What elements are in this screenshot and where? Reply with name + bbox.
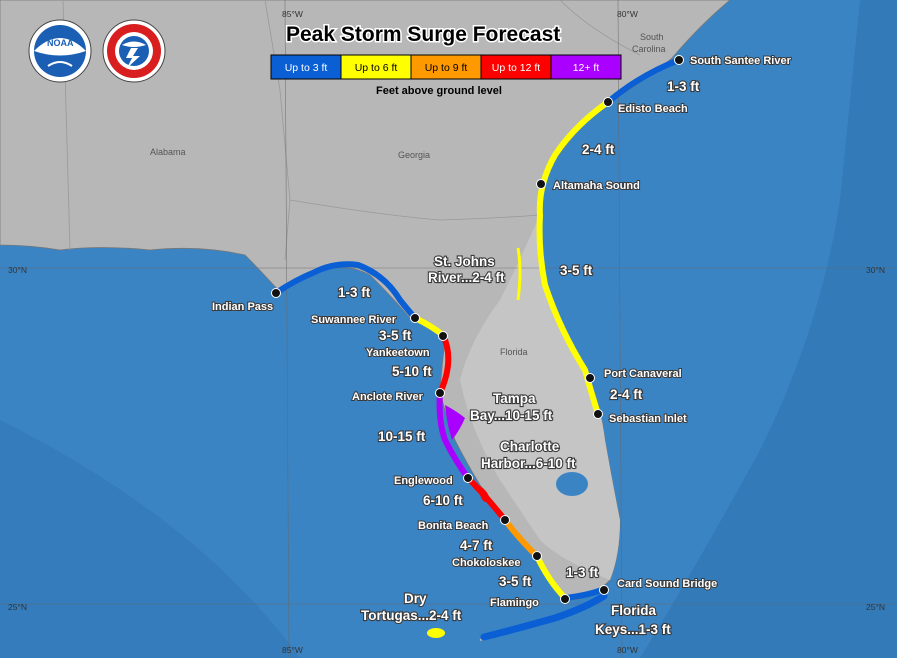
point-south-santee <box>674 55 684 65</box>
lat-label-25-right: 25°N <box>866 602 885 612</box>
surge-label-bonita: 4-7 ft <box>460 538 493 553</box>
lon-label-85: 85°W <box>282 9 303 19</box>
lat-label-25: 25°N <box>8 602 27 612</box>
label-card-sound: Card Sound Bridge <box>617 578 717 590</box>
point-sebastian <box>593 409 603 419</box>
svg-text:Harbor...6-10 ft: Harbor...6-10 ft <box>481 456 576 471</box>
lake-okeechobee <box>556 472 588 496</box>
nws-logo <box>102 19 166 83</box>
svg-text:St. Johns: St. Johns <box>434 254 495 269</box>
label-anclote: Anclote River <box>352 391 424 403</box>
surge-label-suwannee: 3-5 ft <box>379 328 412 343</box>
lon-label-80: 80°W <box>617 9 638 19</box>
state-label-south-carolina-1: South <box>640 32 664 42</box>
surge-label-tampa: 10-15 ft <box>378 429 426 444</box>
legend-label-1: Up to 6 ft <box>355 62 398 74</box>
state-label-georgia: Georgia <box>398 150 430 160</box>
area-dry-tortugas: Dry Tortugas...2-4 ft <box>360 590 463 624</box>
svg-text:River...2-4 ft: River...2-4 ft <box>428 270 505 285</box>
legend-label-0: Up to 3 ft <box>285 62 328 74</box>
surge-label-sc: 1-3 ft <box>667 79 700 94</box>
svg-text:Tortugas...2-4 ft: Tortugas...2-4 ft <box>361 608 462 623</box>
label-indian-pass: Indian Pass <box>212 301 273 313</box>
area-tampa: Tampa Bay...10-15 ft <box>469 390 554 424</box>
label-flamingo: Flamingo <box>490 597 539 609</box>
point-altamaha <box>536 179 546 189</box>
area-florida-keys: Florida Keys...1-3 ft <box>594 602 672 638</box>
point-card-sound <box>599 585 609 595</box>
deep-water <box>640 0 897 658</box>
surge-label-panhandle: 1-3 ft <box>338 285 371 300</box>
segment-yellow-atlantic <box>536 99 611 417</box>
label-altamaha: Altamaha Sound <box>553 180 640 192</box>
state-label-alabama: Alabama <box>150 147 186 157</box>
lat-label-30: 30°N <box>8 265 27 275</box>
surge-label-south: 1-3 ft <box>566 565 599 580</box>
tampa-bay-fill <box>445 405 465 440</box>
point-edisto <box>603 97 613 107</box>
area-st-johns: St. Johns River...2-4 ft <box>427 253 506 286</box>
legend-subtitle: Feet above ground level <box>376 85 502 97</box>
state-label-florida: Florida <box>500 347 528 357</box>
st-johns-river-fill <box>516 247 522 301</box>
legend-label-3: Up to 12 ft <box>492 62 541 74</box>
segment-blue-keys <box>480 592 608 641</box>
lon-label-80-bottom: 80°W <box>617 645 638 655</box>
point-bonita <box>500 515 510 525</box>
charlotte-harbor-fill <box>478 485 490 503</box>
segment-blue-panhandle <box>273 261 418 321</box>
location-points <box>271 55 684 604</box>
svg-text:Charlotte: Charlotte <box>500 439 560 454</box>
surge-label-flamingo: 3-5 ft <box>499 574 532 589</box>
svg-text:Tampa: Tampa <box>493 391 536 406</box>
noaa-logo-text: NOAA <box>47 38 74 48</box>
label-bonita: Bonita Beach <box>418 520 489 532</box>
point-yankeetown <box>438 331 448 341</box>
surge-label-yankeetown: 5-10 ft <box>392 364 432 379</box>
legend-swatch-2 <box>410 54 482 80</box>
label-englewood: Englewood <box>394 475 453 487</box>
label-yankeetown: Yankeetown <box>366 347 430 359</box>
legend-label-2: Up to 9 ft <box>425 62 468 74</box>
svg-text:Bay...10-15 ft: Bay...10-15 ft <box>470 408 553 423</box>
segment-purple-tampa <box>436 390 471 481</box>
label-chokoloskee: Chokoloskee <box>452 557 520 569</box>
noaa-logo: NOAA <box>28 19 92 83</box>
legend-swatch-1 <box>340 54 412 80</box>
legend-label-4: 12+ ft <box>573 62 600 74</box>
legend: Up to 3 ft Up to 6 ft Up to 9 ft Up to 12 f… <box>270 54 622 80</box>
point-chokoloskee <box>532 551 542 561</box>
surge-label-englewood: 6-10 ft <box>423 493 463 508</box>
label-edisto: Edisto Beach <box>618 103 688 115</box>
surge-label-ne-fl: 3-5 ft <box>560 263 593 278</box>
label-suwannee: Suwannee River <box>311 314 397 326</box>
surge-label-canaveral: 2-4 ft <box>610 387 643 402</box>
segment-blue-sc <box>605 57 682 105</box>
gulf-deep <box>0 420 300 658</box>
lon-label-85-bottom: 85°W <box>282 645 303 655</box>
label-port-canaveral: Port Canaveral <box>604 368 682 380</box>
legend-swatch-3 <box>480 54 552 80</box>
lat-label-30-right: 30°N <box>866 265 885 275</box>
state-label-south-carolina-2: Carolina <box>632 44 666 54</box>
dry-tortugas-fill <box>427 628 445 638</box>
point-flamingo <box>560 594 570 604</box>
label-south-santee: South Santee River <box>690 55 792 67</box>
legend-swatch-4 <box>550 54 622 80</box>
point-suwannee <box>410 313 420 323</box>
svg-text:Florida: Florida <box>611 603 656 618</box>
area-charlotte: Charlotte Harbor...6-10 ft <box>480 438 577 472</box>
svg-text:Dry: Dry <box>404 591 427 606</box>
point-englewood <box>463 473 473 483</box>
map-title: Peak Storm Surge Forecast <box>286 23 560 46</box>
point-anclote <box>435 388 445 398</box>
point-indian-pass <box>271 288 281 298</box>
surge-label-ga: 2-4 ft <box>582 142 615 157</box>
point-port-canaveral <box>585 373 595 383</box>
svg-text:Keys...1-3 ft: Keys...1-3 ft <box>595 622 671 637</box>
label-sebastian: Sebastian Inlet <box>609 413 687 425</box>
